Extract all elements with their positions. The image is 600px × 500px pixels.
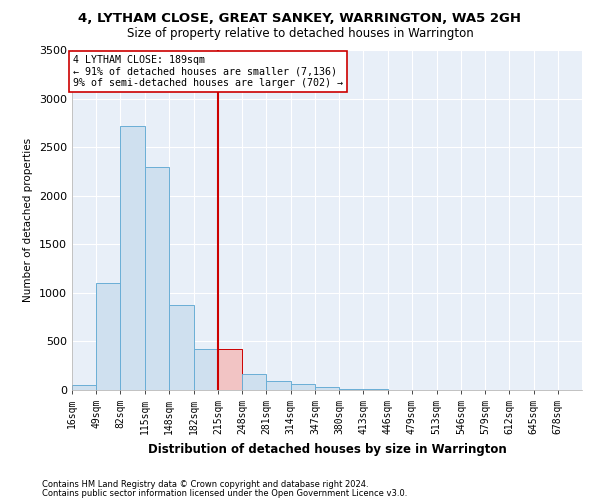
Bar — [266, 382, 290, 390]
Bar — [242, 374, 266, 390]
Bar — [121, 126, 145, 390]
X-axis label: Distribution of detached houses by size in Warrington: Distribution of detached houses by size … — [148, 442, 506, 456]
Bar — [72, 385, 96, 390]
Bar — [194, 349, 218, 390]
Bar — [315, 386, 339, 390]
Bar — [169, 306, 194, 390]
Text: Contains public sector information licensed under the Open Government Licence v3: Contains public sector information licen… — [42, 488, 407, 498]
Bar — [218, 349, 242, 390]
Bar — [145, 166, 169, 390]
Bar — [96, 283, 121, 390]
Text: 4 LYTHAM CLOSE: 189sqm
← 91% of detached houses are smaller (7,136)
9% of semi-d: 4 LYTHAM CLOSE: 189sqm ← 91% of detached… — [73, 55, 343, 88]
Text: 4, LYTHAM CLOSE, GREAT SANKEY, WARRINGTON, WA5 2GH: 4, LYTHAM CLOSE, GREAT SANKEY, WARRINGTO… — [79, 12, 521, 26]
Text: Contains HM Land Registry data © Crown copyright and database right 2024.: Contains HM Land Registry data © Crown c… — [42, 480, 368, 489]
Bar — [339, 389, 364, 390]
Bar — [290, 384, 315, 390]
Bar — [364, 389, 388, 390]
Y-axis label: Number of detached properties: Number of detached properties — [23, 138, 34, 302]
Text: Size of property relative to detached houses in Warrington: Size of property relative to detached ho… — [127, 28, 473, 40]
